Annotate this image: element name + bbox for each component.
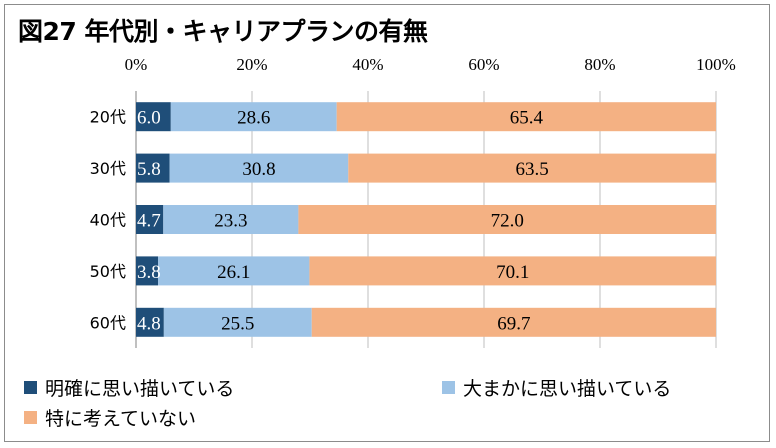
data-label: 25.5 xyxy=(221,313,254,334)
bar-segment xyxy=(170,102,337,132)
data-label: 4.7 xyxy=(137,211,161,232)
data-label: 5.8 xyxy=(137,159,161,180)
bar-segment xyxy=(136,256,159,286)
data-label: 70.1 xyxy=(496,262,529,283)
legend-label-clear: 明確に思い描いている xyxy=(45,378,235,400)
x-tick-label: 100% xyxy=(696,55,736,74)
x-tick-label: 20% xyxy=(236,55,267,74)
category-label: 50代 xyxy=(90,262,126,281)
bar-segment xyxy=(336,102,716,132)
x-tick-label: 80% xyxy=(584,55,615,74)
data-labels: 6.0 28.6 65.4 5.8 30.8 63.5 4.7 23.3 72.0 3.8 26.1… xyxy=(137,108,549,335)
bar-segment xyxy=(298,205,716,234)
category-label: 20代 xyxy=(90,108,126,127)
bars xyxy=(136,102,716,337)
data-label: 63.5 xyxy=(516,159,549,180)
bar-segment xyxy=(136,102,171,132)
bar-segment xyxy=(163,307,312,337)
data-label: 28.6 xyxy=(237,108,270,129)
bar-segment xyxy=(309,256,716,286)
data-label: 4.8 xyxy=(137,313,161,334)
legend-swatch-none xyxy=(24,411,37,424)
x-tick-label: 0% xyxy=(125,55,148,74)
legend-label-rough: 大まかに思い描いている xyxy=(463,378,672,400)
bar-segment xyxy=(158,256,310,286)
data-label: 3.8 xyxy=(137,262,161,283)
data-label: 69.7 xyxy=(497,313,530,334)
data-label: 6.0 xyxy=(137,108,161,129)
legend-item-none: 特に考えていない xyxy=(24,404,196,431)
category-label: 40代 xyxy=(90,211,126,230)
legend-swatch-rough xyxy=(442,381,455,394)
x-axis-ticks: 0% 20% 40% 60% 80% 100% xyxy=(125,55,736,74)
category-labels: 20代 30代 40代 50代 60代 xyxy=(90,108,126,333)
bar-segment xyxy=(348,153,716,183)
x-tick-label: 60% xyxy=(468,55,499,74)
bar-segment xyxy=(169,153,349,183)
legend-label-none: 特に考えていない xyxy=(45,408,197,430)
data-label: 23.3 xyxy=(214,211,247,232)
legend-item-rough: 大まかに思い描いている xyxy=(442,374,671,401)
data-label: 30.8 xyxy=(242,159,275,180)
data-label: 26.1 xyxy=(217,262,250,283)
legend-swatch-clear xyxy=(24,381,37,394)
bar-segment xyxy=(136,153,170,183)
bar-segment xyxy=(136,307,164,337)
bar-segment xyxy=(311,307,716,337)
x-tick-label: 40% xyxy=(352,55,383,74)
bar-segment xyxy=(136,205,164,234)
bar-segment xyxy=(163,205,299,234)
category-label: 30代 xyxy=(90,159,126,178)
data-label: 72.0 xyxy=(491,211,524,232)
data-label: 65.4 xyxy=(510,108,544,129)
legend: 明確に思い描いている 大まかに思い描いている 特に考えていない xyxy=(24,374,754,434)
category-label: 60代 xyxy=(90,313,126,332)
legend-item-clear: 明確に思い描いている xyxy=(24,374,234,401)
chart-title: 図27 年代別・キャリアプランの有無 xyxy=(18,17,428,46)
